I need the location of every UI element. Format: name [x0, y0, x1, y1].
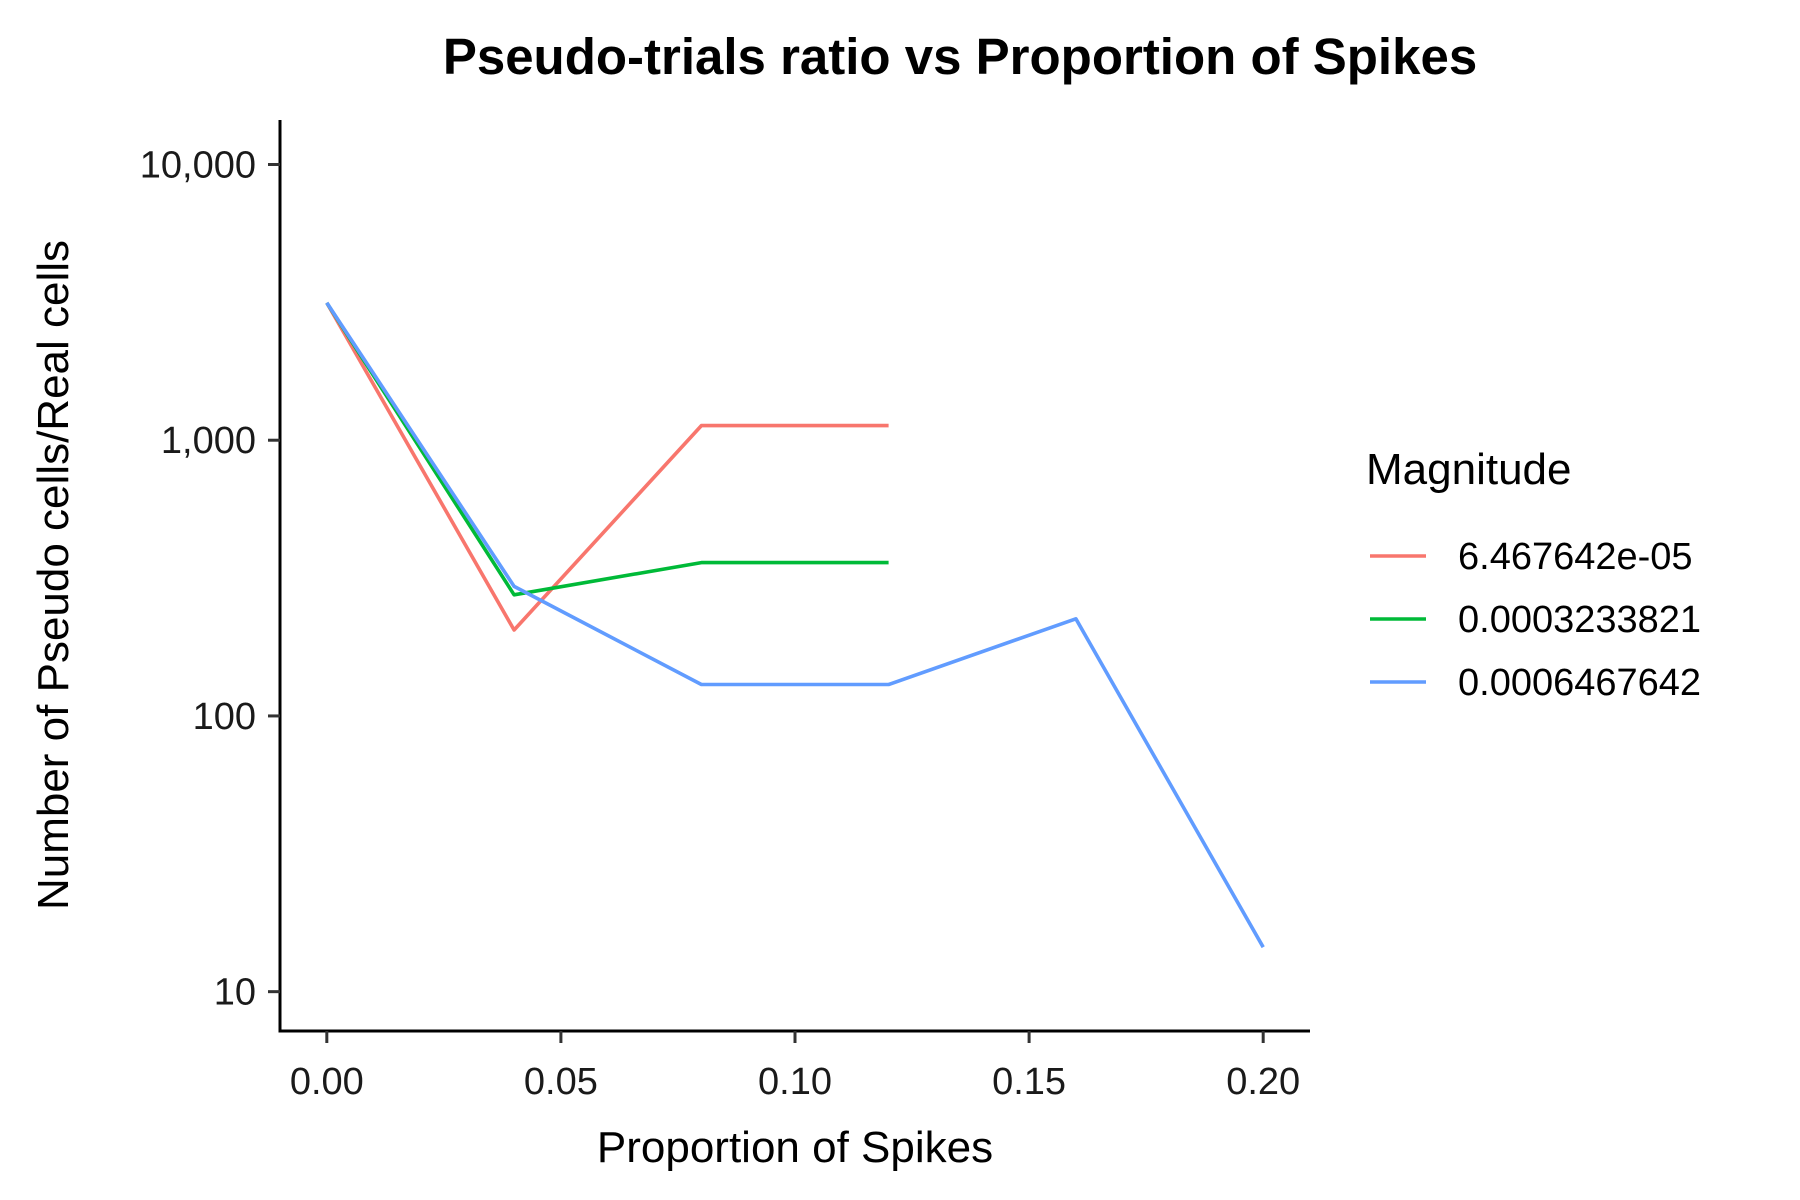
series-lines [325, 301, 1265, 949]
x-tick-label: 0.00 [290, 1061, 364, 1103]
y-axis-title: Number of Pseudo cells/Real cells [29, 240, 78, 910]
legend-title: Magnitude [1366, 445, 1571, 494]
y-tick-label: 10,000 [140, 144, 256, 186]
plot-panel: 10 100 1,000 10,000 0.00 0.05 0.10 0.15 0.20 [140, 120, 1310, 1103]
x-tick-label: 0.10 [758, 1061, 832, 1103]
y-axis-ticks: 10 100 1,000 10,000 [140, 144, 280, 1014]
y-tick-label: 1,000 [161, 420, 256, 462]
x-tick-label: 0.05 [524, 1061, 598, 1103]
x-tick-label: 0.20 [1226, 1061, 1300, 1103]
x-tick-label: 0.15 [992, 1061, 1066, 1103]
legend: Magnitude 6.467642e-05 0.0003233821 0.0006… [1366, 445, 1701, 704]
legend-label-3: 0.0006467642 [1458, 662, 1701, 704]
x-axis-ticks: 0.00 0.05 0.10 0.15 0.20 [290, 1031, 1300, 1103]
x-axis-title: Proportion of Spikes [597, 1123, 993, 1172]
y-tick-label: 100 [193, 696, 256, 738]
series-line-2 [325, 301, 889, 597]
legend-label-1: 6.467642e-05 [1458, 536, 1693, 578]
legend-items: 6.467642e-05 0.0003233821 0.0006467642 [1370, 536, 1701, 704]
series-line-1 [325, 301, 889, 632]
chart-title: Pseudo-trials ratio vs Proportion of Spi… [443, 28, 1477, 85]
legend-label-2: 0.0003233821 [1458, 599, 1701, 641]
series-line-3 [325, 301, 1265, 949]
y-tick-label: 10 [214, 972, 256, 1014]
